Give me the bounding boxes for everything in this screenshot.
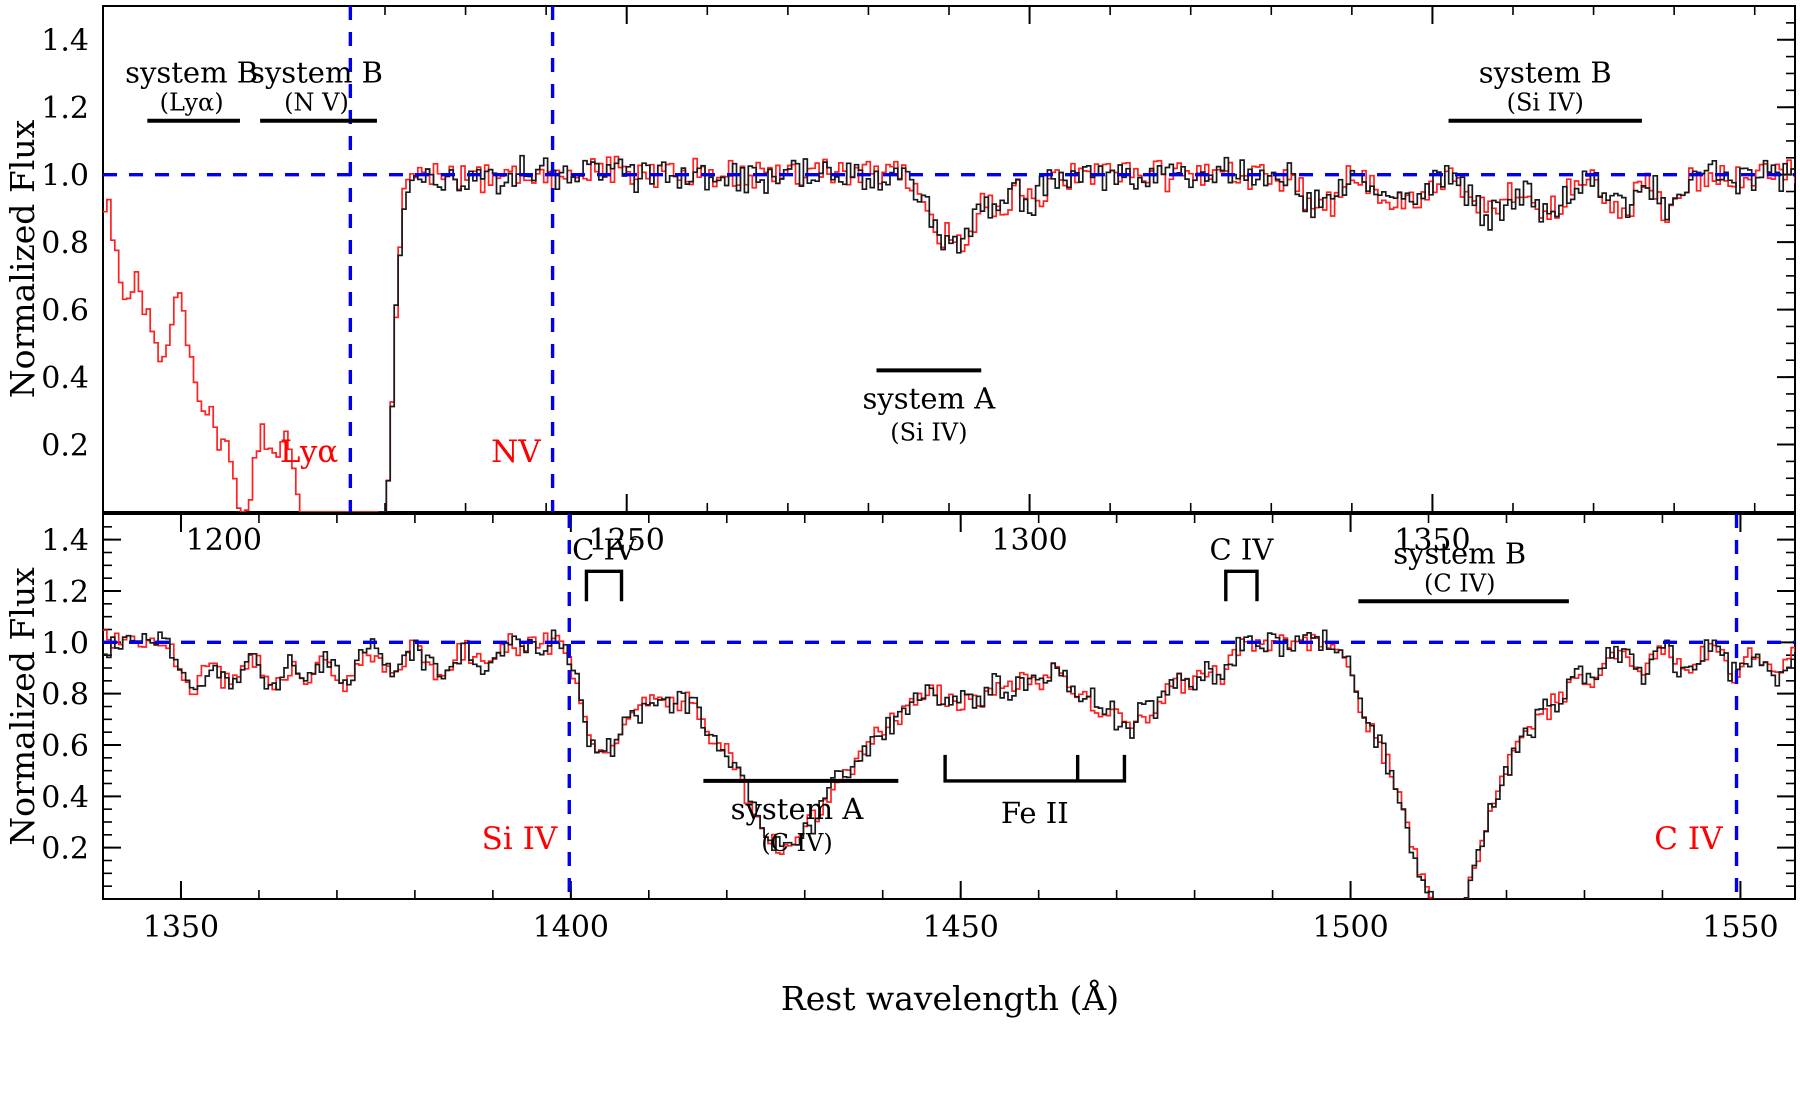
annotation-label-fe-ii: Fe II: [1001, 796, 1069, 830]
y-tick-label: 0.2: [41, 429, 89, 464]
y-tick-label: 1.0: [41, 159, 89, 194]
annotation-label-c-iv: C IV: [572, 532, 637, 566]
y-tick-label: 0.6: [41, 294, 89, 329]
y-tick-label: 1.2: [41, 575, 89, 610]
annotation-bracket-c-iv: [584, 569, 624, 602]
x-tick-label: 1450: [923, 910, 999, 945]
y-tick-label: 0.6: [41, 729, 89, 764]
annotation-label-system-a-si-iv: system A: [863, 381, 997, 415]
y-tick-label: 0.8: [41, 226, 89, 261]
vline-label-nv: NV: [491, 434, 541, 470]
x-tick-label: 1300: [991, 523, 1067, 558]
forest-mask: [104, 7, 369, 511]
spectrum-red-forest: [103, 198, 379, 512]
x-tick-label: 1550: [1702, 910, 1778, 945]
annotation-label-system-b-n-v: system B: [250, 56, 383, 90]
y-tick-label: 1.4: [41, 24, 89, 59]
y-tick-label: 1.4: [41, 524, 89, 559]
annotation-sublabel-system-b-ly: (Lyα): [160, 89, 224, 117]
x-tick-label: 1350: [143, 910, 219, 945]
spectrum-black: [103, 154, 1795, 512]
x-tick-label: 1500: [1312, 910, 1388, 945]
x-tick-label: 1400: [533, 910, 609, 945]
x-tick-label: 1200: [186, 523, 262, 558]
annotation-label-system-b-c-iv: system B: [1393, 536, 1526, 570]
x-axis-title: Rest wavelength (Å): [781, 978, 1119, 1018]
vline-label-siiv: Si IV: [482, 821, 558, 857]
y-axis-title: Normalized Flux: [3, 567, 42, 846]
y-axis-title: Normalized Flux: [3, 119, 42, 398]
annotation-sublabel-system-b-n-v: (N V): [284, 89, 349, 117]
annotation-label-system-a-c-iv: system A: [731, 792, 865, 826]
annotation-sublabel-system-b-si-iv: (Si IV): [1507, 89, 1584, 117]
top-panel: 0.2 0.4 0.6 0.8 1.0 1.2 1.4 1200 1250 1300 1350 Lyα…: [3, 5, 1796, 558]
x-tick-label: 1350: [1394, 523, 1470, 558]
y-tick-label: 0.4: [41, 361, 89, 396]
annotation-label-c-iv: C IV: [1209, 532, 1274, 566]
y-tick-label: 0.8: [41, 678, 89, 713]
annotation-bracket-fe-ii: [943, 754, 1127, 783]
y-tick-label: 0.2: [41, 832, 89, 867]
y-tick-label: 0.4: [41, 780, 89, 815]
annotation-sublabel-system-b-c-iv: (C IV): [1424, 569, 1496, 597]
annotation-bracket-c-iv: [1224, 569, 1259, 602]
annotation-sublabel-system-a-c-iv: (C IV): [761, 829, 833, 857]
spectrum-black: [103, 629, 1795, 899]
vline-label-ly: Lyα: [280, 434, 339, 470]
annotation-label-system-b-ly: system B: [125, 56, 258, 90]
annotation-label-system-b-si-iv: system B: [1479, 56, 1612, 90]
spectrum-red: [103, 629, 1795, 899]
annotation-sublabel-system-a-si-iv: (Si IV): [890, 418, 967, 446]
x-tick-label: 1250: [589, 523, 665, 558]
y-tick-label: 1.2: [41, 91, 89, 126]
bottom-panel: 0.2 0.4 0.6 0.8 1.0 1.2 1.4 1350 1400 1450 1500 155…: [3, 513, 1796, 945]
y-tick-label: 1.0: [41, 626, 89, 661]
vline-label-civ: C IV: [1654, 821, 1723, 857]
